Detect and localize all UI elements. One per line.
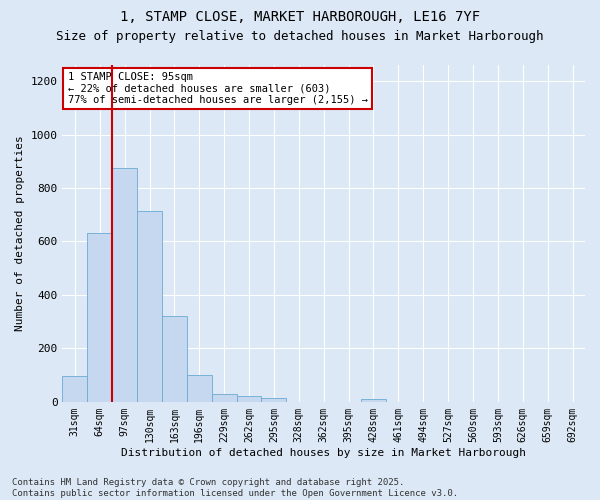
Bar (187, 375, 212, 402)
Bar (112, 168, 137, 402)
X-axis label: Distribution of detached houses by size in Market Harborough: Distribution of detached houses by size … (121, 448, 526, 458)
Text: 1 STAMP CLOSE: 95sqm
← 22% of detached houses are smaller (603)
77% of semi-deta: 1 STAMP CLOSE: 95sqm ← 22% of detached h… (68, 72, 368, 105)
Bar (212, 394, 236, 402)
Bar (162, 316, 187, 402)
Y-axis label: Number of detached properties: Number of detached properties (15, 136, 25, 332)
Text: Contains HM Land Registry data © Crown copyright and database right 2025.
Contai: Contains HM Land Registry data © Crown c… (12, 478, 458, 498)
Bar (262, 398, 286, 402)
Bar (62, 376, 88, 402)
Bar (361, 399, 386, 402)
Text: Size of property relative to detached houses in Market Harborough: Size of property relative to detached ho… (56, 30, 544, 43)
Bar (137, 210, 162, 402)
Text: 1, STAMP CLOSE, MARKET HARBOROUGH, LE16 7YF: 1, STAMP CLOSE, MARKET HARBOROUGH, LE16 … (120, 10, 480, 24)
Bar (88, 234, 112, 402)
Bar (236, 396, 262, 402)
